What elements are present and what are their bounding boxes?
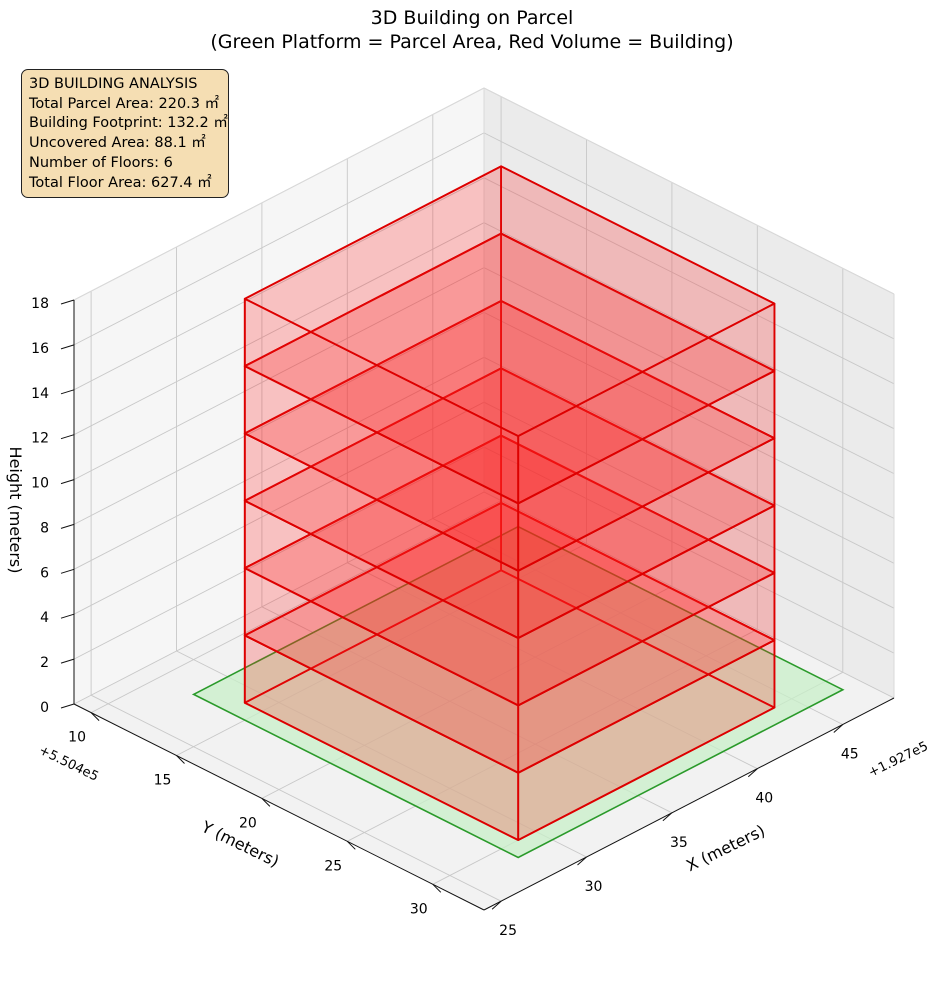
z-tick-label: 2 [40, 655, 49, 671]
z-tick-label: 16 [31, 341, 49, 357]
z-tick-label: 0 [40, 700, 49, 716]
gridline-z-side [483, 132, 895, 340]
x-tick-label: 25 [499, 923, 517, 939]
x-tick [491, 900, 502, 910]
z-tick [60, 613, 75, 619]
y-tick [346, 840, 356, 850]
z-tick-label: 10 [31, 476, 49, 492]
gridline-z-back [73, 312, 485, 525]
x-offset-label: +1.927e5 [866, 739, 930, 781]
x-axis-line [483, 697, 895, 911]
analysis-info-box: 3D BUILDING ANALYSIS Total Parcel Area: … [21, 69, 229, 198]
floor-3 [243, 367, 776, 707]
z-tick [60, 658, 75, 664]
gridline-z-side [483, 401, 895, 609]
z-tick-label: 8 [40, 520, 49, 536]
z-tick-label: 12 [31, 431, 49, 447]
gridline-z-back [73, 132, 485, 346]
z-tick [60, 389, 75, 395]
z-tick-label: 6 [40, 565, 49, 581]
x-tick-label: 30 [585, 879, 603, 895]
z-tick-label: 4 [40, 610, 49, 626]
x-tick-label: 40 [755, 791, 773, 807]
z-tick [60, 299, 75, 305]
info-line-total-floor-area: Total Floor Area: 627.4 ㎡ [29, 174, 212, 191]
gridline-y-floor [90, 500, 502, 713]
gridline-z-back [73, 401, 485, 615]
z-tick-label: 18 [31, 296, 49, 312]
z-tick [60, 568, 75, 574]
gridline-z-side [483, 267, 895, 475]
gridline-z-back [73, 491, 485, 705]
building-volume [243, 165, 776, 841]
floor-2 [243, 434, 776, 774]
x-tick [747, 768, 758, 778]
y-tick-label: 20 [239, 815, 257, 831]
z-axis-title: Height (meters) [6, 447, 25, 574]
title-line-1: 3D Building on Parcel [370, 7, 574, 29]
z-tick [60, 523, 75, 529]
floor-4 [243, 299, 776, 639]
gridline-z-side [483, 356, 895, 564]
info-heading: 3D BUILDING ANALYSIS [29, 76, 198, 92]
gridline-z-side [483, 491, 895, 699]
gridline-x-floor [90, 694, 502, 902]
y-tick-label: 10 [68, 730, 86, 746]
y-tick [176, 755, 185, 764]
gridline-z-back [73, 222, 485, 436]
axis-lines [60, 299, 895, 911]
y-offset-label: +5.504e5 [36, 743, 100, 785]
title-line-2: (Green Platform = Parcel Area, Red Volum… [210, 31, 734, 53]
y-tick [261, 798, 271, 807]
pane-edge-top-back [73, 87, 485, 301]
pane-edge-top-side [483, 87, 895, 295]
y-axis-line [73, 703, 485, 911]
y-tick-label: 25 [324, 858, 342, 874]
gridline-z-back [73, 177, 485, 391]
z-tick [60, 434, 75, 440]
x-tick [662, 812, 673, 822]
floor-5 [243, 232, 776, 572]
info-line-parcel-area: Total Parcel Area: 220.3 ㎡ [29, 95, 220, 112]
z-tick [60, 479, 75, 485]
x-axis-title: X (meters) [683, 821, 768, 875]
y-tick [90, 712, 100, 721]
info-line-footprint: Building Footprint: 132.2 ㎡ [29, 115, 228, 132]
gridline-z-side [483, 177, 895, 385]
x-tick [833, 724, 844, 733]
y-tick-label: 15 [154, 773, 172, 789]
chart-title: 3D Building on Parcel (Green Platform = … [0, 6, 944, 54]
z-tick [60, 703, 75, 709]
floor-1 [243, 501, 776, 841]
y-tick [432, 883, 442, 893]
x-tick [577, 856, 587, 866]
z-tick [60, 344, 75, 350]
gridline-z-back [73, 446, 485, 660]
floor-6 [243, 165, 776, 505]
x-tick-label: 35 [670, 835, 688, 851]
z-tick-label: 14 [31, 386, 49, 402]
info-line-floors: Number of Floors: 6 [29, 154, 173, 171]
info-line-uncovered: Uncovered Area: 88.1 ㎡ [29, 135, 206, 152]
face-top [243, 165, 776, 438]
y-tick-label: 30 [410, 901, 428, 917]
gridline-z-back [73, 267, 485, 480]
gridline-z-side [483, 222, 895, 430]
gridline-z-back [73, 356, 485, 570]
x-tick-label: 45 [841, 747, 859, 763]
